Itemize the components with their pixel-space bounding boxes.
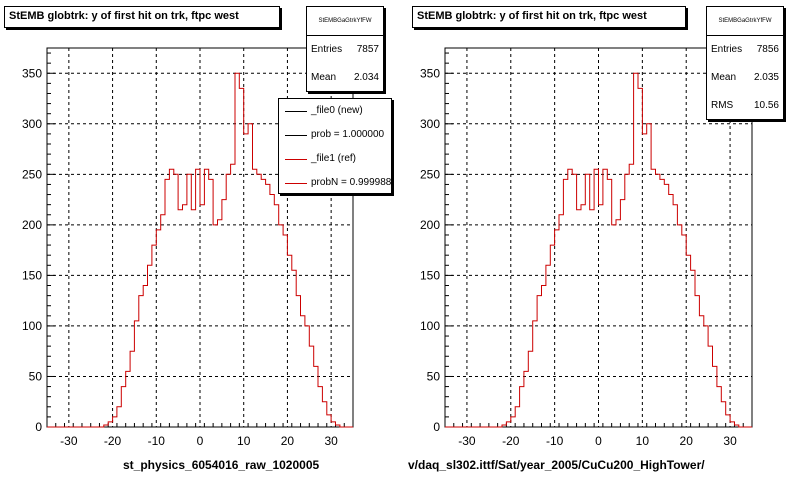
- histogram-series: [445, 72, 752, 428]
- left-title: StEMB globtrk: y of first hit on trk, ft…: [9, 10, 239, 22]
- x-tick-label: -20: [104, 434, 122, 448]
- y-tick-label: 0: [35, 420, 42, 434]
- legend-entry: _file1 (ref): [279, 147, 391, 171]
- legend-line-black: [285, 135, 307, 136]
- right-stats-rms: RMS 10.56: [711, 100, 779, 111]
- legend-line-red: [285, 183, 307, 184]
- right-title-box: StEMB globtrk: y of first hit on trk, ft…: [412, 6, 686, 28]
- y-tick-label: 300: [420, 117, 440, 131]
- x-tick-label: 20: [281, 434, 295, 448]
- y-tick-label: 200: [420, 218, 440, 232]
- legend-entry: _file0 (new): [279, 99, 391, 123]
- x-tick-label: 20: [680, 434, 694, 448]
- right-stats-box: StEMBGaGtrkYfFW Entries 7856 Mean 2.035 …: [706, 6, 784, 120]
- right-stats-mean: Mean 2.035: [711, 72, 779, 83]
- legend-entry: probN = 0.999988: [279, 171, 391, 193]
- right-stats-header: StEMBGaGtrkYfFW: [707, 7, 783, 36]
- left-legend: _file0 (new) prob = 1.000000 _file1 (ref…: [278, 98, 392, 194]
- right-title: StEMB globtrk: y of first hit on trk, ft…: [417, 10, 647, 22]
- right-xlabel: v/daq_sl302.ittf/Sat/year_2005/CuCu200_H…: [408, 458, 705, 472]
- y-tick-label: 100: [22, 319, 42, 333]
- y-tick-label: 150: [22, 268, 42, 282]
- y-tick-label: 50: [427, 369, 441, 383]
- x-tick-label: -30: [458, 434, 476, 448]
- x-tick-label: 30: [324, 434, 338, 448]
- x-tick-label: 0: [595, 434, 602, 448]
- y-tick-label: 0: [433, 420, 440, 434]
- legend-entry: prob = 1.000000: [279, 123, 391, 147]
- y-tick-label: 250: [22, 167, 42, 181]
- x-tick-label: 10: [237, 434, 251, 448]
- y-tick-label: 350: [22, 66, 42, 80]
- x-tick-label: -10: [546, 434, 564, 448]
- legend-line-black: [285, 111, 307, 112]
- y-tick-label: 50: [29, 369, 43, 383]
- x-tick-label: -10: [148, 434, 166, 448]
- left-stats-header: StEMBGaGtrkYfFW: [307, 7, 383, 36]
- left-stats-mean: Mean 2.034: [311, 72, 379, 83]
- x-tick-label: -30: [60, 434, 78, 448]
- y-tick-label: 100: [420, 319, 440, 333]
- left-stats-entries: Entries 7857: [311, 44, 379, 55]
- left-stats-box: StEMBGaGtrkYfFW Entries 7857 Mean 2.034: [306, 6, 384, 92]
- legend-line-red: [285, 159, 307, 160]
- left-xlabel: st_physics_6054016_raw_1020005: [123, 458, 320, 472]
- x-tick-label: 10: [636, 434, 650, 448]
- x-tick-label: 0: [197, 434, 204, 448]
- histogram-series: [47, 72, 353, 428]
- right-stats-entries: Entries 7856: [711, 44, 779, 55]
- x-tick-label: -20: [502, 434, 520, 448]
- left-title-box: StEMB globtrk: y of first hit on trk, ft…: [4, 6, 280, 28]
- plot-frame: [444, 47, 753, 428]
- plot-frame: [46, 47, 354, 428]
- y-tick-label: 150: [420, 268, 440, 282]
- y-tick-label: 250: [420, 167, 440, 181]
- y-tick-label: 300: [22, 117, 42, 131]
- y-tick-label: 200: [22, 218, 42, 232]
- x-tick-label: 30: [723, 434, 737, 448]
- y-tick-label: 350: [420, 66, 440, 80]
